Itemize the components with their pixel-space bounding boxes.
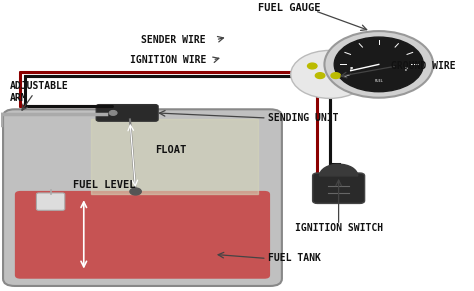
Circle shape (291, 50, 369, 98)
Text: FUEL TANK: FUEL TANK (268, 253, 320, 263)
Text: FUEL GAUGE: FUEL GAUGE (258, 3, 320, 13)
Text: IGNITION SWITCH: IGNITION SWITCH (294, 223, 383, 233)
Circle shape (308, 63, 317, 69)
FancyBboxPatch shape (36, 193, 65, 210)
FancyBboxPatch shape (313, 173, 365, 203)
Circle shape (334, 37, 423, 92)
Text: SENDER WIRE: SENDER WIRE (141, 35, 206, 45)
Circle shape (324, 31, 433, 98)
Text: ADJUSTABLE
ARM: ADJUSTABLE ARM (10, 81, 69, 103)
Text: FLOAT: FLOAT (155, 145, 186, 155)
FancyBboxPatch shape (96, 105, 158, 121)
Wedge shape (319, 164, 358, 176)
Text: FUEL: FUEL (374, 79, 383, 83)
Text: GROUND WIRE: GROUND WIRE (392, 61, 456, 71)
Circle shape (315, 73, 325, 79)
Text: F: F (404, 67, 408, 72)
Text: SENDING UNIT: SENDING UNIT (268, 113, 338, 123)
Text: E: E (350, 67, 353, 72)
FancyBboxPatch shape (3, 109, 282, 286)
Polygon shape (91, 119, 258, 194)
Circle shape (109, 111, 117, 115)
Circle shape (331, 73, 340, 79)
Text: FUEL LEVEL: FUEL LEVEL (73, 180, 136, 190)
Circle shape (130, 188, 141, 195)
Text: IGNITION WIRE: IGNITION WIRE (130, 55, 207, 65)
FancyBboxPatch shape (15, 191, 270, 279)
